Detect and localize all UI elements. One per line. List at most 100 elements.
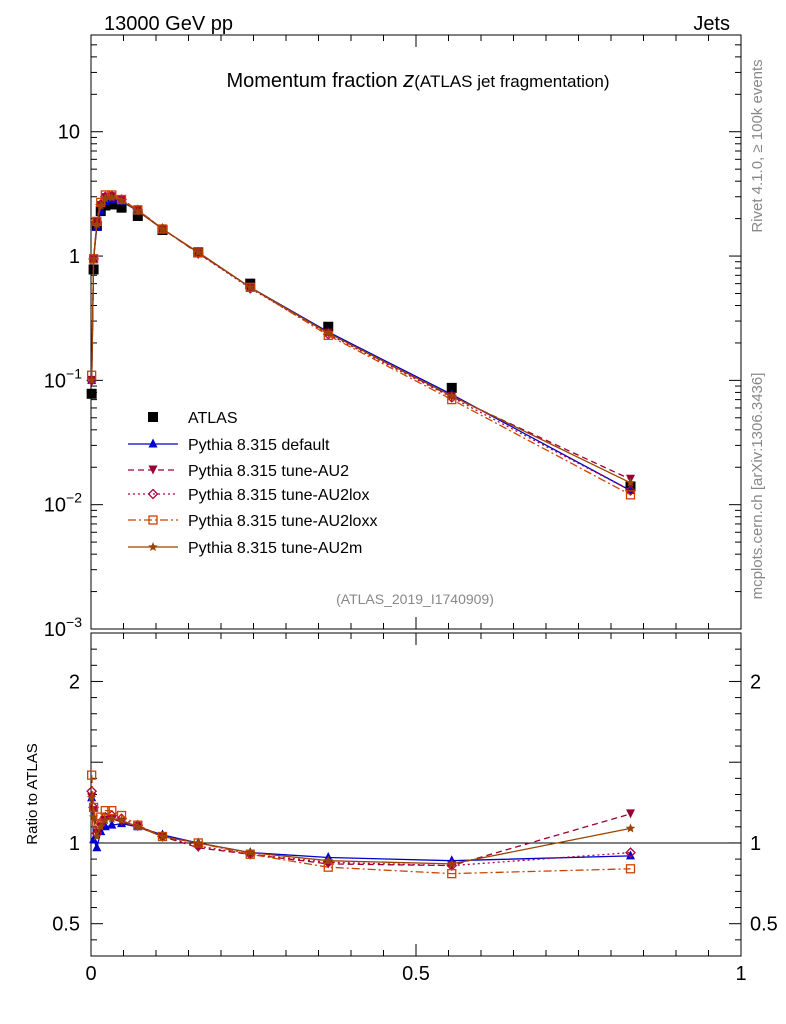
marker-AU2m <box>157 831 168 841</box>
legend-label-AU2lox: Pythia 8.315 tune-AU2lox <box>188 487 369 504</box>
marker-AU2m <box>323 328 333 338</box>
y-tick-exponent: −2 <box>66 490 82 506</box>
series-AU2lox <box>86 190 636 496</box>
ratio-y-tick-label-right: 2 <box>750 671 761 693</box>
data-point-atlas <box>106 199 117 210</box>
marker-default <box>107 819 117 829</box>
legend-item-AU2lox: Pythia 8.315 tune-AU2lox <box>128 487 369 504</box>
series-AU2m <box>86 192 636 487</box>
marker-AU2m <box>245 847 255 857</box>
marker-AU2lox <box>192 840 204 852</box>
marker-default <box>626 850 635 860</box>
marker-AU2loxx <box>625 490 636 500</box>
legend-marker-AU2 <box>148 465 158 475</box>
legend-marker-default <box>148 438 158 448</box>
marker-AU2m <box>92 219 102 229</box>
y-tick-exponent: −3 <box>66 614 82 630</box>
y-tick-label: 10−2 <box>44 490 82 517</box>
series-ATLAS <box>86 199 636 492</box>
marker-AU2m <box>447 390 457 400</box>
legend-label-AU2m: Pythia 8.315 tune-AU2m <box>188 540 362 557</box>
line-default <box>91 797 631 862</box>
marker-AU2m <box>116 815 127 825</box>
marker-AU2m <box>107 813 117 823</box>
data-point-atlas <box>116 202 127 213</box>
marker-AU2loxx <box>323 862 333 872</box>
marker-AU2m <box>193 247 203 257</box>
x-tick-label: 0 <box>85 963 96 985</box>
marker-default <box>626 485 635 495</box>
marker-AU2m <box>133 206 143 216</box>
ratio-y-tick-label-left: 1 <box>69 833 80 855</box>
main-series-group <box>86 190 636 500</box>
marker-AU2m <box>157 224 168 234</box>
marker-AU2m <box>92 831 102 841</box>
ratio-axis-ticks: 2 2 1 1 0.5 0.5 0 0.5 1 <box>52 633 778 985</box>
title-sub: (ATLAS jet fragmentation) <box>414 72 609 91</box>
beam-label: 13000 GeV pp <box>104 13 233 35</box>
y-tick-label: 10−1 <box>44 365 82 392</box>
legend-item-ATLAS: ATLAS <box>148 410 238 427</box>
marker-AU2m <box>88 253 99 263</box>
marker-AU2m <box>100 193 111 203</box>
ratio-series-group <box>86 770 636 879</box>
legend-label-ATLAS: ATLAS <box>188 410 238 427</box>
line-AU2m <box>91 797 631 865</box>
marker-AU2m <box>245 282 255 292</box>
marker-AU2m <box>100 815 111 825</box>
marker-default <box>92 842 102 852</box>
series-default <box>87 194 635 495</box>
ratio-y-tick-label-right: 0.5 <box>750 914 778 936</box>
legend-label-AU2: Pythia 8.315 tune-AU2 <box>188 463 349 480</box>
marker-AU2 <box>626 809 635 819</box>
marker-AU2m <box>88 812 99 822</box>
series-AU2loxx <box>87 190 636 500</box>
marker-AU2m <box>116 195 127 205</box>
legend-item-AU2loxx: Pythia 8.315 tune-AU2loxx <box>128 513 377 530</box>
marker-AU2lox <box>625 485 636 496</box>
legend: ATLAS Pythia 8.315 default Pythia 8.315 tu… <box>128 410 377 557</box>
ratio-ylabel: Ratio to ATLAS <box>24 743 41 844</box>
y-tick-exponent: −1 <box>66 365 82 381</box>
marker-AU2m <box>107 192 117 202</box>
marker-AU2m <box>96 821 106 831</box>
line-AU2lox <box>91 791 631 867</box>
data-point-atlas <box>446 382 457 393</box>
marker-AU2m <box>323 855 333 865</box>
plot-title: Momentum fraction z(ATLAS jet fragmentat… <box>226 67 609 92</box>
title-main: Momentum fraction <box>226 70 403 92</box>
line-AU2lox <box>91 195 631 492</box>
y-tick-label: 1 <box>69 246 80 268</box>
legend-marker-AU2loxx <box>148 515 158 525</box>
marker-AU2m <box>193 838 203 847</box>
marker-AU2loxx <box>100 806 110 816</box>
line-AU2loxx <box>91 775 631 875</box>
line-AU2 <box>91 797 631 867</box>
mcplots-label: mcplots.cern.ch [arXiv:1306.3436] <box>749 373 766 600</box>
series-AU2 <box>87 192 635 484</box>
marker-AU2 <box>323 859 333 869</box>
marker-AU2m <box>625 823 636 833</box>
ratio-panel-frame <box>90 632 742 957</box>
y-tick-base: 10 <box>44 495 66 517</box>
marker-AU2loxx <box>87 770 97 780</box>
marker-AU2m <box>625 477 636 487</box>
marker-AU2loxx <box>625 864 636 874</box>
marker-AU2m <box>447 858 457 868</box>
x-tick-label: 1 <box>735 963 746 985</box>
marker-AU2lox <box>625 847 636 859</box>
marker-default <box>89 834 99 844</box>
data-point-atlas <box>132 210 143 221</box>
ratio-y-tick-label-left: 2 <box>69 671 80 693</box>
ratio-y-tick-label-right: 1 <box>750 833 761 855</box>
line-AU2 <box>91 196 631 480</box>
marker-default <box>100 821 110 831</box>
legend-item-default: Pythia 8.315 default <box>128 437 330 454</box>
legend-item-AU2: Pythia 8.315 tune-AU2 <box>128 463 349 480</box>
y-tick-base: 10 <box>44 370 66 392</box>
marker-AU2m <box>86 792 97 802</box>
rivet-version-label: Rivet 4.1.0, ≥ 100k events <box>749 59 766 232</box>
x-tick-label: 0.5 <box>402 963 430 985</box>
line-AU2loxx <box>91 194 631 496</box>
